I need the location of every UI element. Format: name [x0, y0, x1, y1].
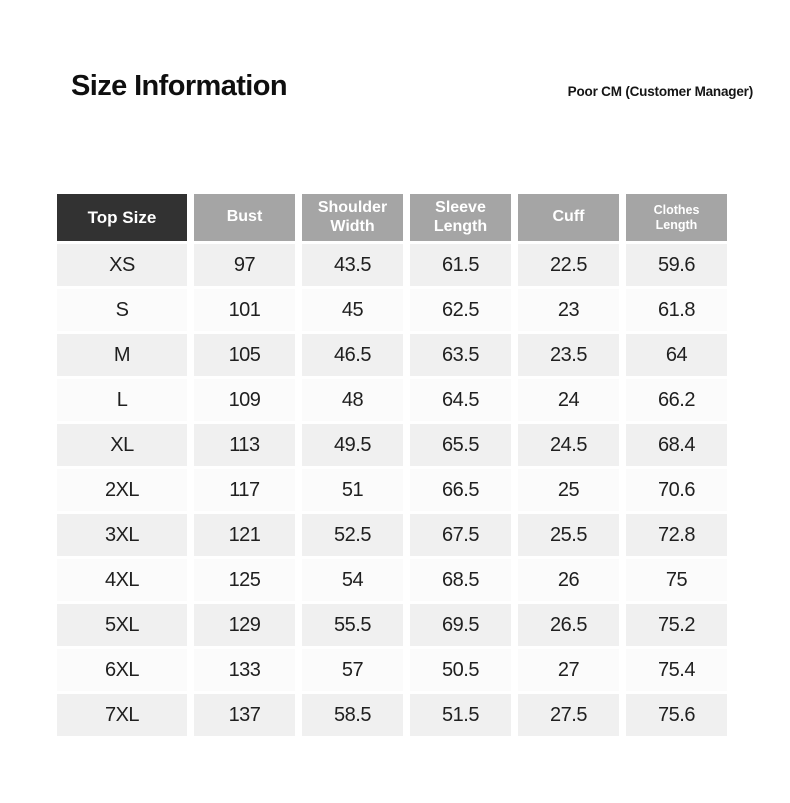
measurement-cell: 48 [302, 379, 403, 421]
size-label-cell: S [57, 289, 187, 331]
table-row: 4XL 125 54 68.5 26 75 [57, 559, 727, 601]
size-label-cell: 3XL [57, 514, 187, 556]
size-table-header: Top Size Bust Shoulder Width Sleeve Length C… [57, 194, 727, 241]
table-row: 6XL 133 57 50.5 27 75.4 [57, 649, 727, 691]
measurement-cell: 23.5 [518, 334, 619, 376]
measurement-cell: 121 [194, 514, 295, 556]
measurement-cell: 51.5 [410, 694, 511, 736]
size-label-cell: 4XL [57, 559, 187, 601]
measurement-cell: 62.5 [410, 289, 511, 331]
measurement-cell: 105 [194, 334, 295, 376]
measurement-cell: 61.5 [410, 244, 511, 286]
measurement-cell: 25 [518, 469, 619, 511]
measurement-cell: 58.5 [302, 694, 403, 736]
column-header-top-size: Top Size [57, 194, 187, 241]
table-row: M 105 46.5 63.5 23.5 64 [57, 334, 727, 376]
size-label-cell: 2XL [57, 469, 187, 511]
measurement-cell: 27.5 [518, 694, 619, 736]
table-row: 2XL 117 51 66.5 25 70.6 [57, 469, 727, 511]
table-row: 5XL 129 55.5 69.5 26.5 75.2 [57, 604, 727, 646]
measurement-cell: 26 [518, 559, 619, 601]
size-table-body: XS 97 43.5 61.5 22.5 59.6 S 101 45 62.5 23 61.8 M 105… [57, 244, 727, 736]
measurement-cell: 68.5 [410, 559, 511, 601]
measurement-cell: 70.6 [626, 469, 727, 511]
size-label-cell: 6XL [57, 649, 187, 691]
measurement-cell: 75.4 [626, 649, 727, 691]
measurement-cell: 64.5 [410, 379, 511, 421]
measurement-cell: 75.2 [626, 604, 727, 646]
measurement-cell: 133 [194, 649, 295, 691]
customer-manager-label: Poor CM (Customer Manager) [567, 84, 754, 99]
measurement-cell: 25.5 [518, 514, 619, 556]
column-header-bust: Bust [194, 194, 295, 241]
measurement-cell: 137 [194, 694, 295, 736]
column-header-cuff: Cuff [518, 194, 619, 241]
measurement-cell: 57 [302, 649, 403, 691]
page-title: Size Information [71, 70, 288, 102]
measurement-cell: 50.5 [410, 649, 511, 691]
measurement-cell: 55.5 [302, 604, 403, 646]
measurement-cell: 63.5 [410, 334, 511, 376]
measurement-cell: 64 [626, 334, 727, 376]
measurement-cell: 49.5 [302, 424, 403, 466]
size-label-cell: XS [57, 244, 187, 286]
column-header-clothes-length: Clothes Length [626, 194, 727, 241]
measurement-cell: 51 [302, 469, 403, 511]
measurement-cell: 67.5 [410, 514, 511, 556]
measurement-cell: 66.5 [410, 469, 511, 511]
column-header-shoulder-width: Shoulder Width [302, 194, 403, 241]
measurement-cell: 59.6 [626, 244, 727, 286]
size-label-cell: M [57, 334, 187, 376]
measurement-cell: 66.2 [626, 379, 727, 421]
measurement-cell: 24 [518, 379, 619, 421]
table-row: 7XL 137 58.5 51.5 27.5 75.6 [57, 694, 727, 736]
measurement-cell: 72.8 [626, 514, 727, 556]
measurement-cell: 23 [518, 289, 619, 331]
measurement-cell: 45 [302, 289, 403, 331]
size-label-cell: 7XL [57, 694, 187, 736]
measurement-cell: 75 [626, 559, 727, 601]
measurement-cell: 125 [194, 559, 295, 601]
size-label-cell: XL [57, 424, 187, 466]
measurement-cell: 97 [194, 244, 295, 286]
measurement-cell: 52.5 [302, 514, 403, 556]
measurement-cell: 26.5 [518, 604, 619, 646]
table-row: L 109 48 64.5 24 66.2 [57, 379, 727, 421]
measurement-cell: 113 [194, 424, 295, 466]
measurement-cell: 75.6 [626, 694, 727, 736]
size-table: Top Size Bust Shoulder Width Sleeve Length C… [50, 191, 734, 739]
measurement-cell: 69.5 [410, 604, 511, 646]
measurement-cell: 24.5 [518, 424, 619, 466]
measurement-cell: 46.5 [302, 334, 403, 376]
measurement-cell: 101 [194, 289, 295, 331]
measurement-cell: 43.5 [302, 244, 403, 286]
measurement-cell: 109 [194, 379, 295, 421]
table-row: XS 97 43.5 61.5 22.5 59.6 [57, 244, 727, 286]
measurement-cell: 65.5 [410, 424, 511, 466]
measurement-cell: 27 [518, 649, 619, 691]
measurement-cell: 61.8 [626, 289, 727, 331]
size-label-cell: 5XL [57, 604, 187, 646]
column-header-sleeve-length: Sleeve Length [410, 194, 511, 241]
measurement-cell: 54 [302, 559, 403, 601]
measurement-cell: 117 [194, 469, 295, 511]
table-row: 3XL 121 52.5 67.5 25.5 72.8 [57, 514, 727, 556]
header-row: Top Size Bust Shoulder Width Sleeve Length C… [57, 194, 727, 241]
table-row: S 101 45 62.5 23 61.8 [57, 289, 727, 331]
table-row: XL 113 49.5 65.5 24.5 68.4 [57, 424, 727, 466]
measurement-cell: 129 [194, 604, 295, 646]
measurement-cell: 22.5 [518, 244, 619, 286]
measurement-cell: 68.4 [626, 424, 727, 466]
size-label-cell: L [57, 379, 187, 421]
